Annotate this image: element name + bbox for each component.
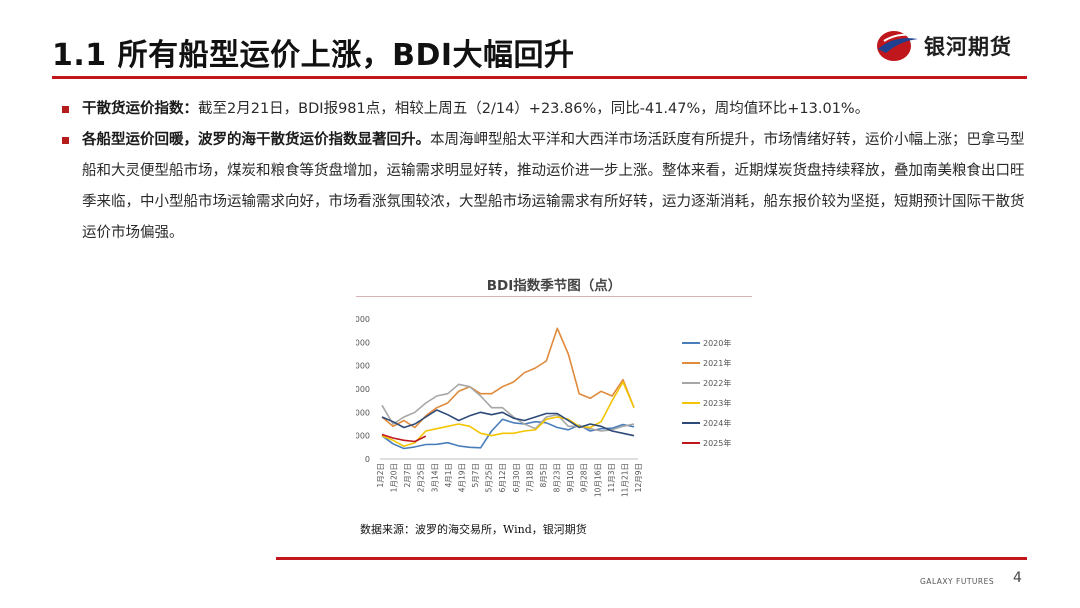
x-tick-label: 5月7日 — [471, 463, 480, 488]
bullet-square-icon — [62, 106, 69, 113]
x-tick-label: 11月3日 — [607, 463, 616, 492]
footer-brand: GALAXY FUTURES — [920, 577, 995, 586]
x-tick-label: 11月21日 — [620, 463, 629, 497]
legend-label: 2021年 — [703, 358, 731, 368]
x-tick-label: 5月25日 — [485, 463, 494, 492]
footer-divider — [276, 557, 1027, 560]
y-tick-label: 0 — [365, 455, 370, 464]
x-tick-label: 1月2日 — [376, 463, 385, 488]
y-tick-label: 4000 — [356, 362, 370, 371]
bullet-list: 干散货运价指数：截至2月21日，BDI报981点，相较上周五（2/14）+23.… — [60, 94, 1035, 249]
chart-title: BDI指数季节图（点） — [486, 278, 622, 294]
bullet-item-ship-types: 各船型运价回暖，波罗的海干散货运价指数显著回升。本周海岬型船太平洋和大西洋市场活… — [60, 125, 1035, 249]
y-tick-label: 5000 — [356, 338, 370, 347]
x-tick-label: 8月5日 — [539, 463, 548, 488]
bullet-text: 本周海岬型船太平洋和大西洋市场活跃度有所提升，市场情绪好转，运价小幅上涨；巴拿马… — [82, 132, 1025, 241]
logo-text: 银河期货 — [924, 35, 1012, 59]
x-tick-label: 4月1日 — [444, 463, 453, 488]
x-tick-label: 2月7日 — [403, 463, 412, 488]
legend-label: 2025年 — [703, 438, 731, 448]
x-tick-label: 8月23日 — [553, 463, 562, 492]
y-tick-label: 2000 — [356, 408, 370, 417]
title-divider — [52, 76, 1027, 79]
series-line-2025年 — [381, 433, 427, 443]
bullet-item-freight-index: 干散货运价指数：截至2月21日，BDI报981点，相较上周五（2/14）+23.… — [60, 94, 1035, 125]
series-line-2020年 — [381, 418, 635, 450]
series-line-2023年 — [381, 381, 635, 447]
legend-label: 2023年 — [703, 398, 731, 408]
chart-title-divider — [356, 296, 752, 297]
series-line-2022年 — [381, 383, 635, 432]
y-tick-label: 1000 — [356, 432, 370, 441]
legend-label: 2022年 — [703, 378, 731, 388]
x-tick-label: 3月14日 — [430, 463, 439, 492]
page-title: 1.1 所有船型运价上涨，BDI大幅回升 — [52, 38, 575, 73]
page-number: 4 — [1013, 570, 1022, 586]
x-tick-label: 2月25日 — [417, 463, 426, 492]
bullet-square-icon — [62, 137, 69, 144]
legend-label: 2024年 — [703, 418, 731, 428]
x-tick-label: 12月9日 — [634, 463, 643, 492]
bdi-seasonal-chart: BDI指数季节图（点） 6000 5000 4000 3000 2000 1000 0 1月2… — [356, 266, 752, 542]
x-tick-label: 6月12日 — [498, 463, 507, 492]
bullet-lead: 各船型运价回暖，波罗的海干散货运价指数显著回升。 — [82, 132, 430, 148]
y-tick-label: 3000 — [356, 385, 370, 394]
data-source: 数据来源：波罗的海交易所，Wind，银河期货 — [360, 523, 587, 536]
galaxy-logo-icon — [877, 31, 918, 61]
bullet-text: 截至2月21日，BDI报981点，相较上周五（2/14）+23.86%，同比-4… — [198, 101, 870, 117]
company-logo: 银河期货 — [874, 28, 1012, 64]
y-tick-label: 6000 — [356, 315, 370, 324]
x-tick-label: 10月16日 — [593, 463, 602, 497]
bullet-lead: 干散货运价指数： — [82, 101, 198, 117]
legend-label: 2020年 — [703, 338, 731, 348]
x-tick-label: 7月18日 — [525, 463, 534, 492]
x-tick-label: 9月28日 — [580, 463, 589, 492]
series-line-2024年 — [381, 409, 635, 437]
x-tick-label: 9月10日 — [566, 463, 575, 492]
x-tick-label: 4月19日 — [457, 463, 466, 492]
x-tick-label: 1月20日 — [390, 463, 399, 492]
chart-plot: 6000 5000 4000 3000 2000 1000 0 1月2日 1月20日 2月7日 2月… — [356, 315, 731, 497]
x-tick-label: 6月30日 — [512, 463, 521, 492]
